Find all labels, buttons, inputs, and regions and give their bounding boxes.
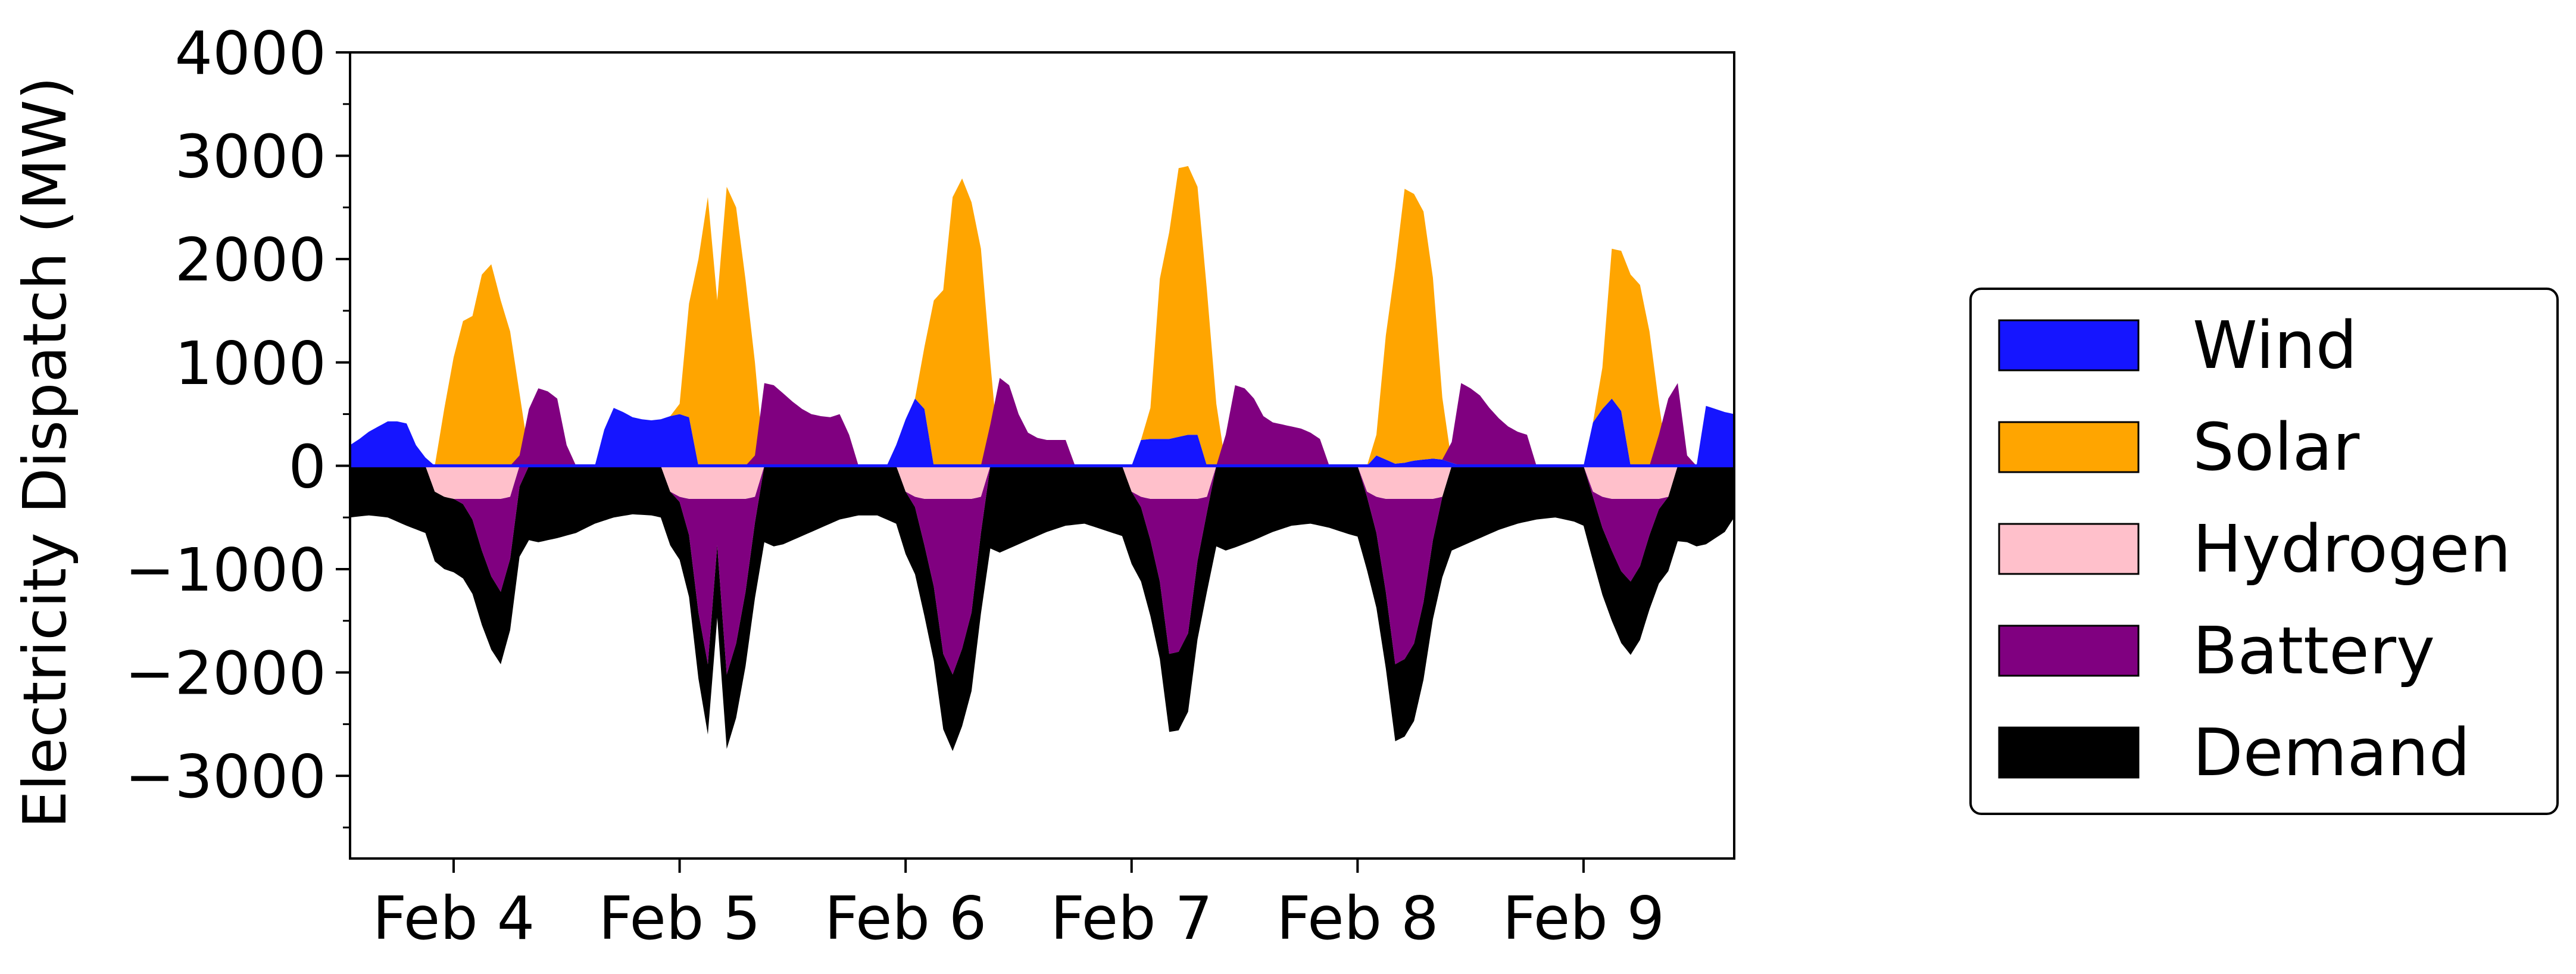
y-tick-label: 1000 [175, 329, 327, 398]
hydrogen-series-area [350, 466, 1734, 499]
legend: Wind Solar Hydrogen Battery Demand [1969, 288, 2559, 815]
y-tick-label: 0 [288, 432, 326, 501]
wind-series-area [350, 398, 1734, 466]
y-tick-label: 3000 [175, 122, 327, 192]
legend-label-wind: Wind [2193, 307, 2357, 383]
y-tick-label: 2000 [175, 225, 327, 295]
legend-label-demand: Demand [2193, 714, 2470, 791]
plot-series [350, 166, 1734, 751]
plot-frame [349, 51, 1735, 860]
x-tick-label: Feb 9 [1503, 884, 1665, 953]
y-axis: −3000 −2000 −1000 0 1000 2000 3000 4000 [125, 18, 350, 829]
legend-swatch-demand [1998, 726, 2140, 779]
legend-swatch-hydrogen [1998, 523, 2140, 575]
x-tick-label: Feb 8 [1276, 884, 1438, 953]
x-tick-label: Feb 6 [825, 884, 986, 953]
legend-frame [1969, 288, 2559, 815]
legend-label-hydrogen: Hydrogen [2193, 511, 2511, 587]
x-tick-label: Feb 4 [373, 884, 535, 953]
legend-swatch-battery [1998, 625, 2140, 677]
legend-label-battery: Battery [2193, 613, 2435, 689]
y-tick-label: −2000 [125, 639, 326, 708]
legend-swatch-wind [1998, 319, 2140, 372]
y-tick-label: −3000 [125, 742, 326, 811]
battery-discharge-series-area [350, 377, 1734, 466]
y-tick-label: 4000 [175, 18, 327, 88]
demand-series-area [350, 466, 1734, 751]
battery-charge-series-area [350, 466, 1734, 675]
y-tick-label: −1000 [125, 535, 326, 605]
y-axis-title: Electricity Dispatch (MW) [10, 77, 80, 829]
x-tick-label: Feb 7 [1051, 884, 1213, 953]
legend-swatch-solar [1998, 421, 2140, 473]
x-axis: Feb 4 Feb 5 Feb 6 Feb 7 Feb 8 Feb 9 [373, 859, 1665, 953]
legend-items: Wind Solar Hydrogen Battery Demand [1998, 307, 2511, 791]
solar-series-area [350, 166, 1734, 466]
x-tick-label: Feb 5 [598, 884, 760, 953]
legend-label-solar: Solar [2193, 409, 2360, 485]
